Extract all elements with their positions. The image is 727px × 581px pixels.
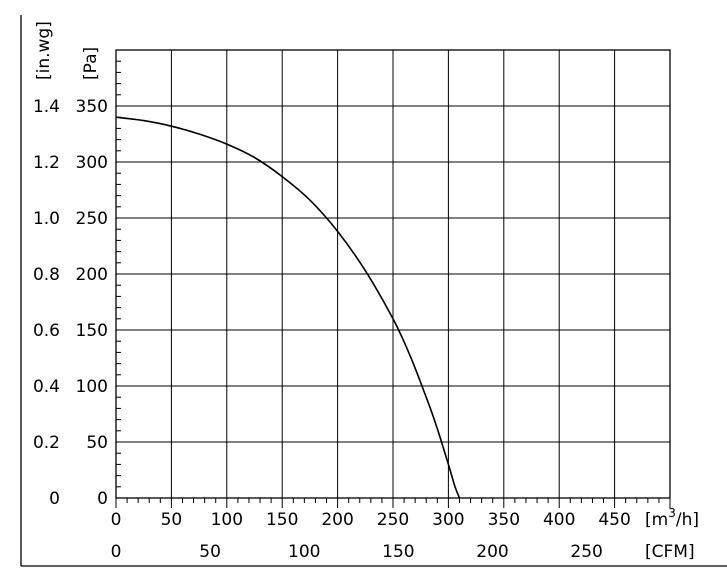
y-tick-label-inwg: 0 (49, 489, 60, 509)
x-tick-label-m3h: 200 (321, 510, 353, 530)
y-tick-label-inwg: 0.8 (33, 265, 60, 285)
x-tick-label-m3h: 50 (161, 510, 183, 530)
x-tick-label-m3h: 0 (111, 510, 122, 530)
y-tick-label-pa: 300 (76, 153, 108, 173)
y-tick-label-inwg: 1.0 (33, 209, 60, 229)
x-tick-label-m3h: 250 (377, 510, 409, 530)
x-tick-label-cfm: 150 (382, 542, 414, 562)
x-tick-label-m3h: 300 (432, 510, 464, 530)
x-tick-label-cfm: 50 (199, 542, 221, 562)
axis-labels: 0 50 100 150 200 250 300 350 0 0.2 0.4 0.6 0.8 1.0 1.2… (33, 97, 631, 562)
y-tick-label-inwg: 1.2 (33, 153, 60, 173)
y-tick-label-pa: 0 (97, 489, 108, 509)
y-tick-label-pa: 50 (86, 433, 108, 453)
y-unit-inwg: [in.wg] (34, 21, 54, 80)
x-tick-label-m3h: 100 (211, 510, 243, 530)
plot-frame (115, 49, 671, 499)
y-tick-label-inwg: 0.6 (33, 321, 60, 341)
x-tick-label-cfm: 200 (476, 542, 508, 562)
minor-ticks (115, 49, 671, 508)
x-tick-label-m3h: 150 (266, 510, 298, 530)
x-tick-label-cfm: 0 (111, 542, 122, 562)
y-tick-label-inwg: 0.2 (33, 433, 60, 453)
y-tick-label-inwg: 0.4 (33, 377, 60, 397)
x-tick-label-cfm: 250 (570, 542, 602, 562)
y-tick-label-pa: 250 (76, 209, 108, 229)
x-tick-label-m3h: 350 (488, 510, 520, 530)
y-unit-pa: [Pa] (81, 47, 101, 80)
y-tick-label-pa: 350 (76, 97, 108, 117)
series-line (115, 116, 461, 499)
x-tick-label-cfm: 100 (288, 542, 320, 562)
axes (20, 15, 727, 567)
y-tick-label-pa: 200 (76, 265, 108, 285)
x-unit-cfm: [CFM] (645, 542, 695, 562)
x-tick-label-m3h: 450 (598, 510, 630, 530)
y-tick-label-pa: 100 (76, 377, 108, 397)
y-tick-label-pa: 150 (76, 321, 108, 341)
y-tick-label-inwg: 1.4 (33, 97, 60, 117)
x-tick-label-m3h: 400 (543, 510, 575, 530)
grid-lines (116, 49, 671, 498)
x-unit-m3h: [m3/h] (645, 506, 699, 530)
